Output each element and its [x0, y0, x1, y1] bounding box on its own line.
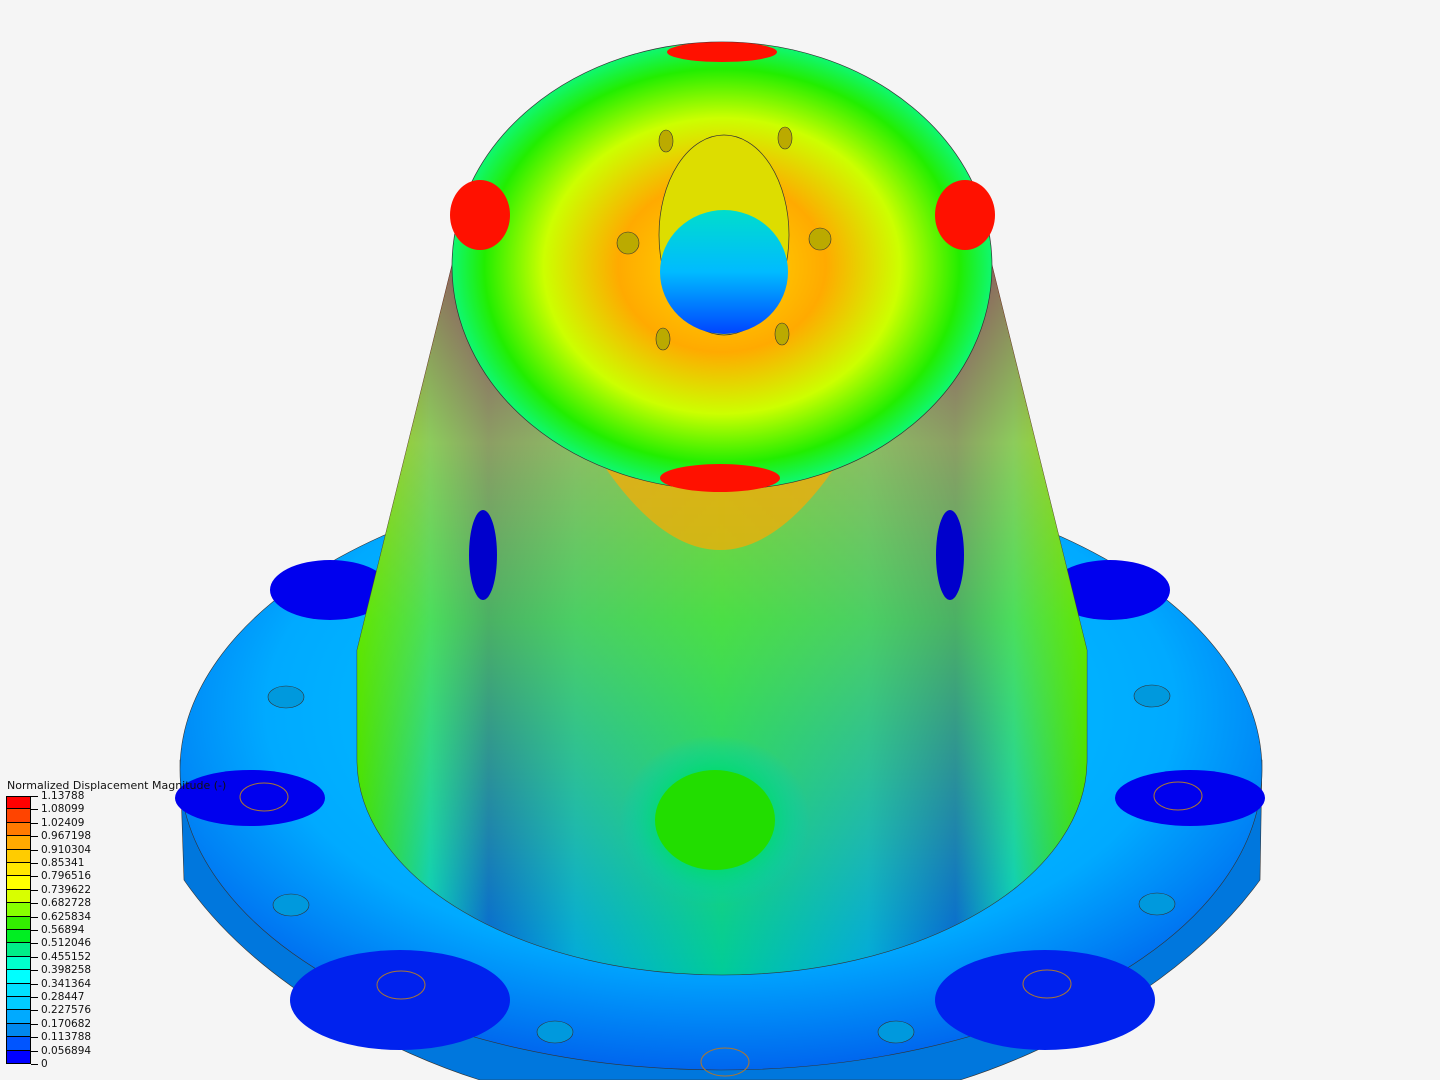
legend-label: 0.967198	[41, 830, 92, 843]
legend-label: 0.455152	[41, 950, 92, 963]
legend-band	[6, 822, 31, 837]
legend-tick	[31, 956, 38, 958]
legend-band	[6, 1010, 31, 1024]
legend-label: 0.85341	[41, 857, 85, 869]
legend-tick	[31, 849, 38, 851]
legend-tick	[31, 1064, 38, 1065]
legend-title: Normalized Displacement Magnitude (-)	[7, 779, 227, 792]
legend-tick	[31, 916, 38, 918]
small-holes	[616, 126, 832, 351]
legend-tick	[31, 997, 38, 998]
legend-tick	[31, 1010, 38, 1012]
legend-label: 0.910304	[41, 843, 92, 856]
legend-tick	[31, 970, 38, 972]
legend-label: 1.13788	[41, 790, 85, 802]
bolt-holes	[267, 684, 1176, 1044]
legend-tick	[31, 809, 38, 811]
legend-band	[6, 983, 31, 997]
legend-band	[6, 836, 31, 850]
legend-label: 0.341364	[41, 977, 92, 990]
legend-tick	[31, 943, 38, 945]
mesh-patches	[239, 781, 1203, 1077]
legend-label: 1.08099	[41, 803, 85, 816]
legend-band	[6, 1023, 31, 1038]
legend-band	[6, 796, 31, 810]
legend-band	[6, 956, 31, 971]
legend-label: 0.170682	[41, 1017, 92, 1030]
legend-tick	[31, 903, 38, 905]
legend-label: 0.512046	[41, 937, 92, 950]
legend-label: 0.398258	[41, 964, 92, 977]
legend-tick	[31, 1050, 38, 1052]
legend-band	[6, 1037, 31, 1051]
legend-label: 0.227576	[41, 1004, 92, 1017]
legend-band	[6, 943, 31, 957]
legend-band	[6, 849, 31, 863]
legend-band	[6, 930, 31, 944]
legend-band	[6, 970, 31, 984]
legend-tick	[31, 889, 38, 891]
legend-label: 0.625834	[41, 910, 92, 923]
legend-label: 0	[41, 1058, 48, 1070]
legend-tick	[31, 1023, 38, 1025]
legend-tick	[31, 876, 38, 878]
legend-band	[6, 903, 31, 917]
legend-tick	[31, 863, 38, 864]
legend-label: 0.739622	[41, 883, 92, 896]
legend-tick	[31, 796, 38, 797]
legend-label: 0.56894	[41, 924, 85, 936]
legend-label: 0.796516	[41, 870, 92, 883]
legend-tick	[31, 930, 38, 931]
legend-label: 0.682728	[41, 897, 92, 910]
legend-tick	[31, 983, 38, 985]
legend-band	[6, 809, 31, 823]
legend-band	[6, 876, 31, 890]
legend-label: 0.28447	[41, 991, 85, 1003]
legend-label: 0.113788	[41, 1031, 92, 1044]
legend-tick	[31, 1037, 38, 1039]
legend-tick	[31, 836, 38, 838]
legend-band	[6, 997, 31, 1011]
color-legend: Normalized Displacement Magnitude (-) 1.…	[6, 779, 227, 1070]
legend-label: 0.056894	[41, 1044, 92, 1057]
legend-band	[6, 916, 31, 930]
legend-band	[6, 889, 31, 904]
legend-band	[6, 863, 31, 877]
legend-label: 1.02409	[41, 816, 85, 829]
legend-tick	[31, 822, 38, 824]
legend-bar-frame	[6, 796, 31, 1064]
